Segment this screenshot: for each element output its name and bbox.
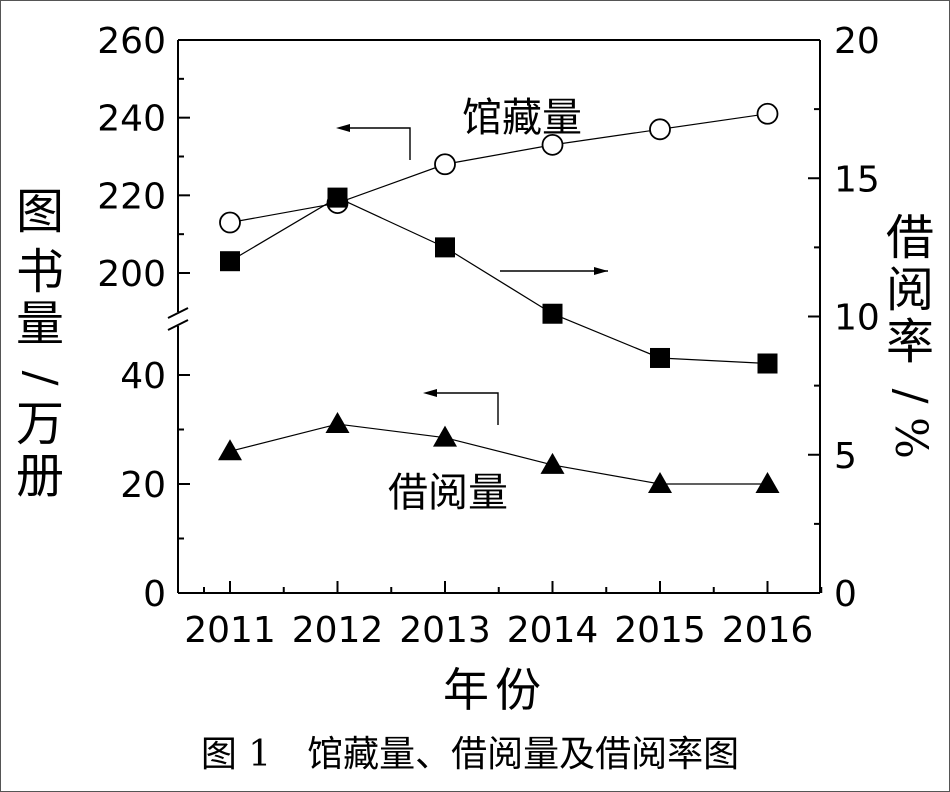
x-axis-label: 年份 xyxy=(443,663,547,717)
data-point-circle xyxy=(434,153,456,176)
y-left-label-char: 量 xyxy=(16,296,64,352)
series-line-2 xyxy=(229,196,768,365)
data-point-triangle xyxy=(755,472,780,493)
x-tick-label: 2013 xyxy=(399,610,491,651)
right-tick-label: 20 xyxy=(834,21,880,62)
right-tick-label: 15 xyxy=(834,159,880,200)
left-tick-label: 0 xyxy=(143,574,166,615)
arrow-borrow-head xyxy=(423,389,437,397)
axis-break-mark xyxy=(167,319,189,331)
y-right-label-char: 率 xyxy=(886,314,934,370)
left-tick-label: 40 xyxy=(120,356,166,397)
y-right-label-char: % xyxy=(885,417,936,459)
left-tick-label: 220 xyxy=(97,176,166,217)
x-tick-label: 2016 xyxy=(722,610,814,651)
right-tick-label: 5 xyxy=(834,436,857,477)
data-point-square xyxy=(757,353,778,374)
axes xyxy=(167,39,823,594)
data-point-circle xyxy=(541,133,564,156)
data-point-triangle xyxy=(325,412,350,434)
left-tick-label: 260 xyxy=(97,21,166,62)
arrow-rate-head xyxy=(594,267,608,275)
axis-break-mark xyxy=(167,307,189,319)
data-point-square xyxy=(435,237,455,258)
annotation-borrow: 借阅量 xyxy=(388,470,508,516)
figure-caption: 图 1 馆藏量、借阅量及借阅率图 xyxy=(201,734,739,775)
x-tick-label: 2012 xyxy=(292,610,384,651)
data-point-triangle xyxy=(540,452,565,474)
series-line-1 xyxy=(229,423,768,485)
data-point-circle xyxy=(219,211,241,234)
data-point-square xyxy=(650,347,670,368)
text-layer: 馆藏量 借阅量 年份 图 1 馆藏量、借阅量及借阅率图 020402002202… xyxy=(15,21,936,775)
data-point-square xyxy=(327,187,348,208)
y-left-label-char: 万 xyxy=(16,396,64,452)
data-point-square xyxy=(542,303,563,324)
y-left-label-char: / xyxy=(15,371,66,386)
x-tick-label: 2011 xyxy=(184,610,276,651)
y-left-label-char: 书 xyxy=(16,244,64,300)
x-tick-label: 2014 xyxy=(507,610,599,651)
left-tick-label: 240 xyxy=(97,99,166,140)
arrow-collection-head xyxy=(336,124,350,132)
data-point-circle xyxy=(649,118,671,141)
series-layer xyxy=(218,102,780,493)
y-right-label-char: / xyxy=(885,389,936,404)
left-tick-label: 200 xyxy=(97,254,166,295)
annotation-collection: 馆藏量 xyxy=(462,95,582,141)
data-point-circle xyxy=(756,102,779,125)
right-tick-label: 0 xyxy=(834,574,857,615)
right-tick-label: 10 xyxy=(834,298,880,339)
arrow-borrow-shaft xyxy=(435,392,499,425)
y-right-label-char: 阅 xyxy=(886,262,934,318)
data-point-triangle xyxy=(218,439,242,461)
data-point-triangle xyxy=(648,472,672,493)
arrow-collection-shaft xyxy=(348,127,411,160)
data-point-triangle xyxy=(433,425,457,447)
left-tick-label: 20 xyxy=(120,465,166,506)
x-tick-label: 2015 xyxy=(614,610,706,651)
y-right-label-char: 借 xyxy=(886,210,934,266)
data-point-square xyxy=(220,251,240,272)
series-line-0 xyxy=(229,113,768,224)
y-left-label-char: 图 xyxy=(16,184,64,240)
y-left-label-char: 册 xyxy=(16,448,64,504)
